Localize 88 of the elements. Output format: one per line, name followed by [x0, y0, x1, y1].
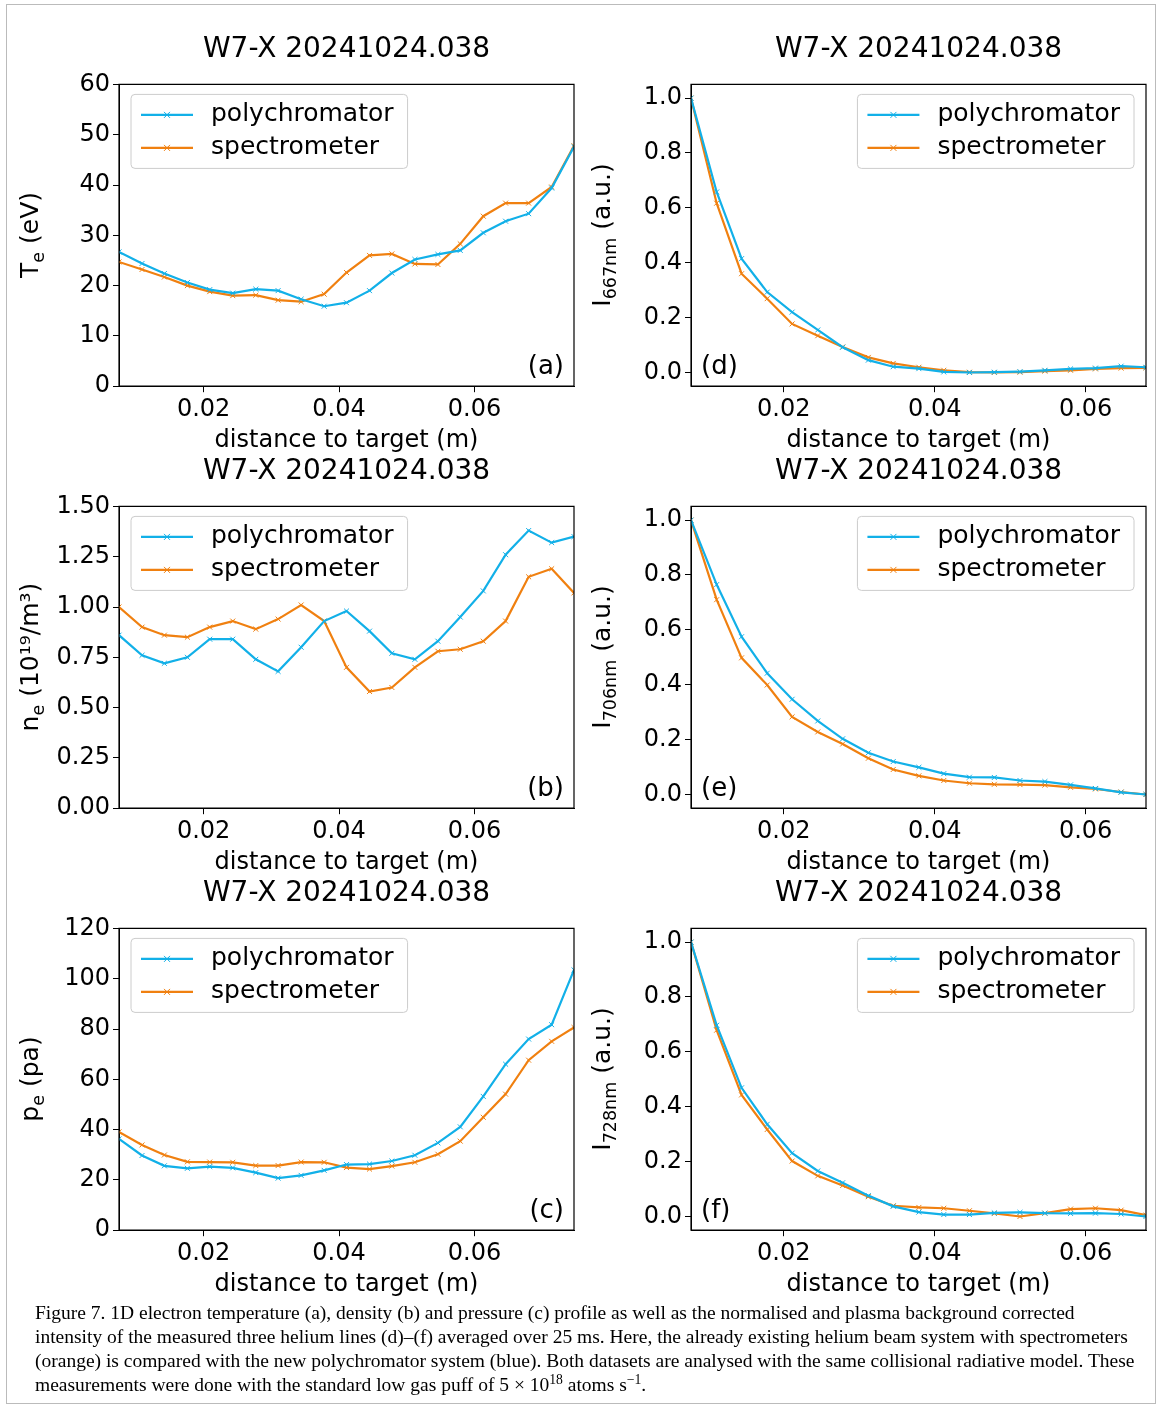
y-tick-label: 0.2 [643, 723, 682, 752]
annotation: (e) [701, 771, 738, 802]
legend-label: polychromator [937, 942, 1121, 972]
y-tick-label: 0.25 [56, 742, 110, 771]
y-tick-label: 0.8 [643, 981, 682, 1010]
y-tick-label: 0.4 [643, 668, 682, 697]
y-tick-label: 100 [64, 962, 110, 991]
x-tick-label: 0.06 [1058, 1237, 1113, 1266]
y-tick-label: 0.50 [56, 691, 110, 720]
legend-label: spectrometer [211, 975, 380, 1005]
chart-title: W7-X 20241024.038 [773, 453, 1064, 487]
y-tick-label: 0.0 [643, 1200, 682, 1229]
y-tick-label: 0.0 [643, 356, 682, 385]
y-tick-label: 1.0 [643, 504, 682, 533]
y-tick-label: 1.25 [56, 540, 110, 569]
y-tick-label: 60 [79, 68, 110, 97]
legend-label: polychromator [937, 520, 1121, 550]
y-tick-label: 20 [79, 1164, 110, 1193]
y-tick-label: 1.0 [643, 82, 682, 111]
chart-title: W7-X 20241024.038 [201, 453, 492, 487]
y-tick-label: 0.0 [643, 778, 682, 807]
y-tick-label: 0.6 [643, 1036, 682, 1065]
legend-label: polychromator [937, 98, 1121, 128]
chart-title: W7-X 20241024.038 [773, 31, 1064, 65]
x-tick-label: 0.04 [312, 815, 366, 844]
y-tick-label: 1.00 [56, 591, 110, 620]
annotation: (f) [701, 1193, 731, 1224]
y-tick-label: 10 [79, 320, 110, 349]
legend-label: spectrometer [937, 553, 1107, 583]
annotation: (a) [527, 349, 564, 380]
y-tick-label: 80 [79, 1013, 110, 1042]
y-tick-label: 1.0 [643, 926, 682, 955]
x-axis-title: distance to target (m) [786, 1269, 1051, 1297]
x-axis-title: distance to target (m) [214, 847, 479, 875]
y-tick-label: 1.50 [56, 490, 110, 519]
x-tick-label: 0.04 [312, 393, 366, 422]
chart-title: W7-X 20241024.038 [201, 31, 492, 65]
x-tick-label: 0.02 [757, 815, 811, 844]
annotation: (b) [527, 771, 564, 802]
x-axis-title: distance to target (m) [214, 425, 479, 453]
x-tick-label: 0.06 [447, 815, 502, 844]
x-tick-label: 0.02 [757, 1237, 811, 1266]
legend-label: polychromator [211, 520, 395, 550]
y-tick-label: 0 [94, 370, 110, 399]
y-tick-label: 40 [79, 1113, 110, 1142]
x-tick-label: 0.04 [908, 393, 962, 422]
x-tick-label: 0.02 [176, 1237, 231, 1266]
y-tick-label: 30 [79, 219, 110, 248]
legend-label: polychromator [211, 98, 395, 128]
y-tick-label: 20 [79, 269, 110, 298]
x-tick-label: 0.04 [908, 1237, 962, 1266]
y-tick-label: 0.4 [643, 246, 682, 275]
y-tick-label: 50 [79, 118, 110, 147]
y-tick-label: 0.2 [643, 1145, 682, 1174]
x-axis-title: distance to target (m) [786, 847, 1051, 875]
legend-label: spectrometer [937, 975, 1107, 1005]
caption: Figure 7. 1D electron temperature (a), density (b) and pressure (c) profile as well as the normalised and plasma background corrected intensity of the measured three helium lines (d)–(f) averaged over 25 ms. Here, the already existing helium beam system with spectrometers (orange) is compared with the new polychromator system (blue). Both datasets are analysed with the same collisional radiative model. These measurements were done with the standard low gas puff of 5 × 10$^{18}$ atoms s$^{−1}$. [35, 1301, 1135, 1397]
x-tick-label: 0.06 [447, 393, 502, 422]
x-axis-title: distance to target (m) [786, 425, 1051, 453]
legend-label: spectrometer [937, 131, 1107, 161]
x-tick-label: 0.04 [312, 1237, 366, 1266]
y-tick-label: 0.8 [643, 559, 682, 588]
legend-label: polychromator [211, 942, 395, 972]
annotation: (d) [701, 349, 738, 380]
x-axis-title: distance to target (m) [214, 1269, 479, 1297]
y-tick-label: 0.75 [56, 641, 110, 670]
legend-label: spectrometer [211, 131, 380, 161]
x-tick-label: 0.02 [176, 815, 231, 844]
x-tick-label: 0.06 [447, 1237, 502, 1266]
y-tick-label: 0.8 [643, 137, 682, 166]
y-tick-label: 0.00 [56, 792, 110, 821]
x-tick-label: 0.02 [757, 393, 811, 422]
annotation: (c) [529, 1193, 564, 1224]
x-tick-label: 0.02 [176, 393, 231, 422]
x-tick-label: 0.06 [1058, 393, 1113, 422]
y-tick-label: 0.6 [643, 192, 682, 221]
chart-title: W7-X 20241024.038 [201, 875, 492, 909]
legend-label: spectrometer [211, 553, 380, 583]
x-tick-label: 0.06 [1058, 815, 1113, 844]
x-tick-label: 0.04 [908, 815, 962, 844]
y-tick-label: 0.6 [643, 614, 682, 643]
y-tick-label: 120 [64, 912, 110, 941]
y-tick-label: 0.4 [643, 1090, 682, 1119]
chart-title: W7-X 20241024.038 [773, 875, 1064, 909]
y-tick-label: 60 [79, 1063, 110, 1092]
y-tick-label: 0 [94, 1214, 110, 1243]
y-tick-label: 40 [79, 169, 110, 198]
y-tick-label: 0.2 [643, 301, 682, 330]
